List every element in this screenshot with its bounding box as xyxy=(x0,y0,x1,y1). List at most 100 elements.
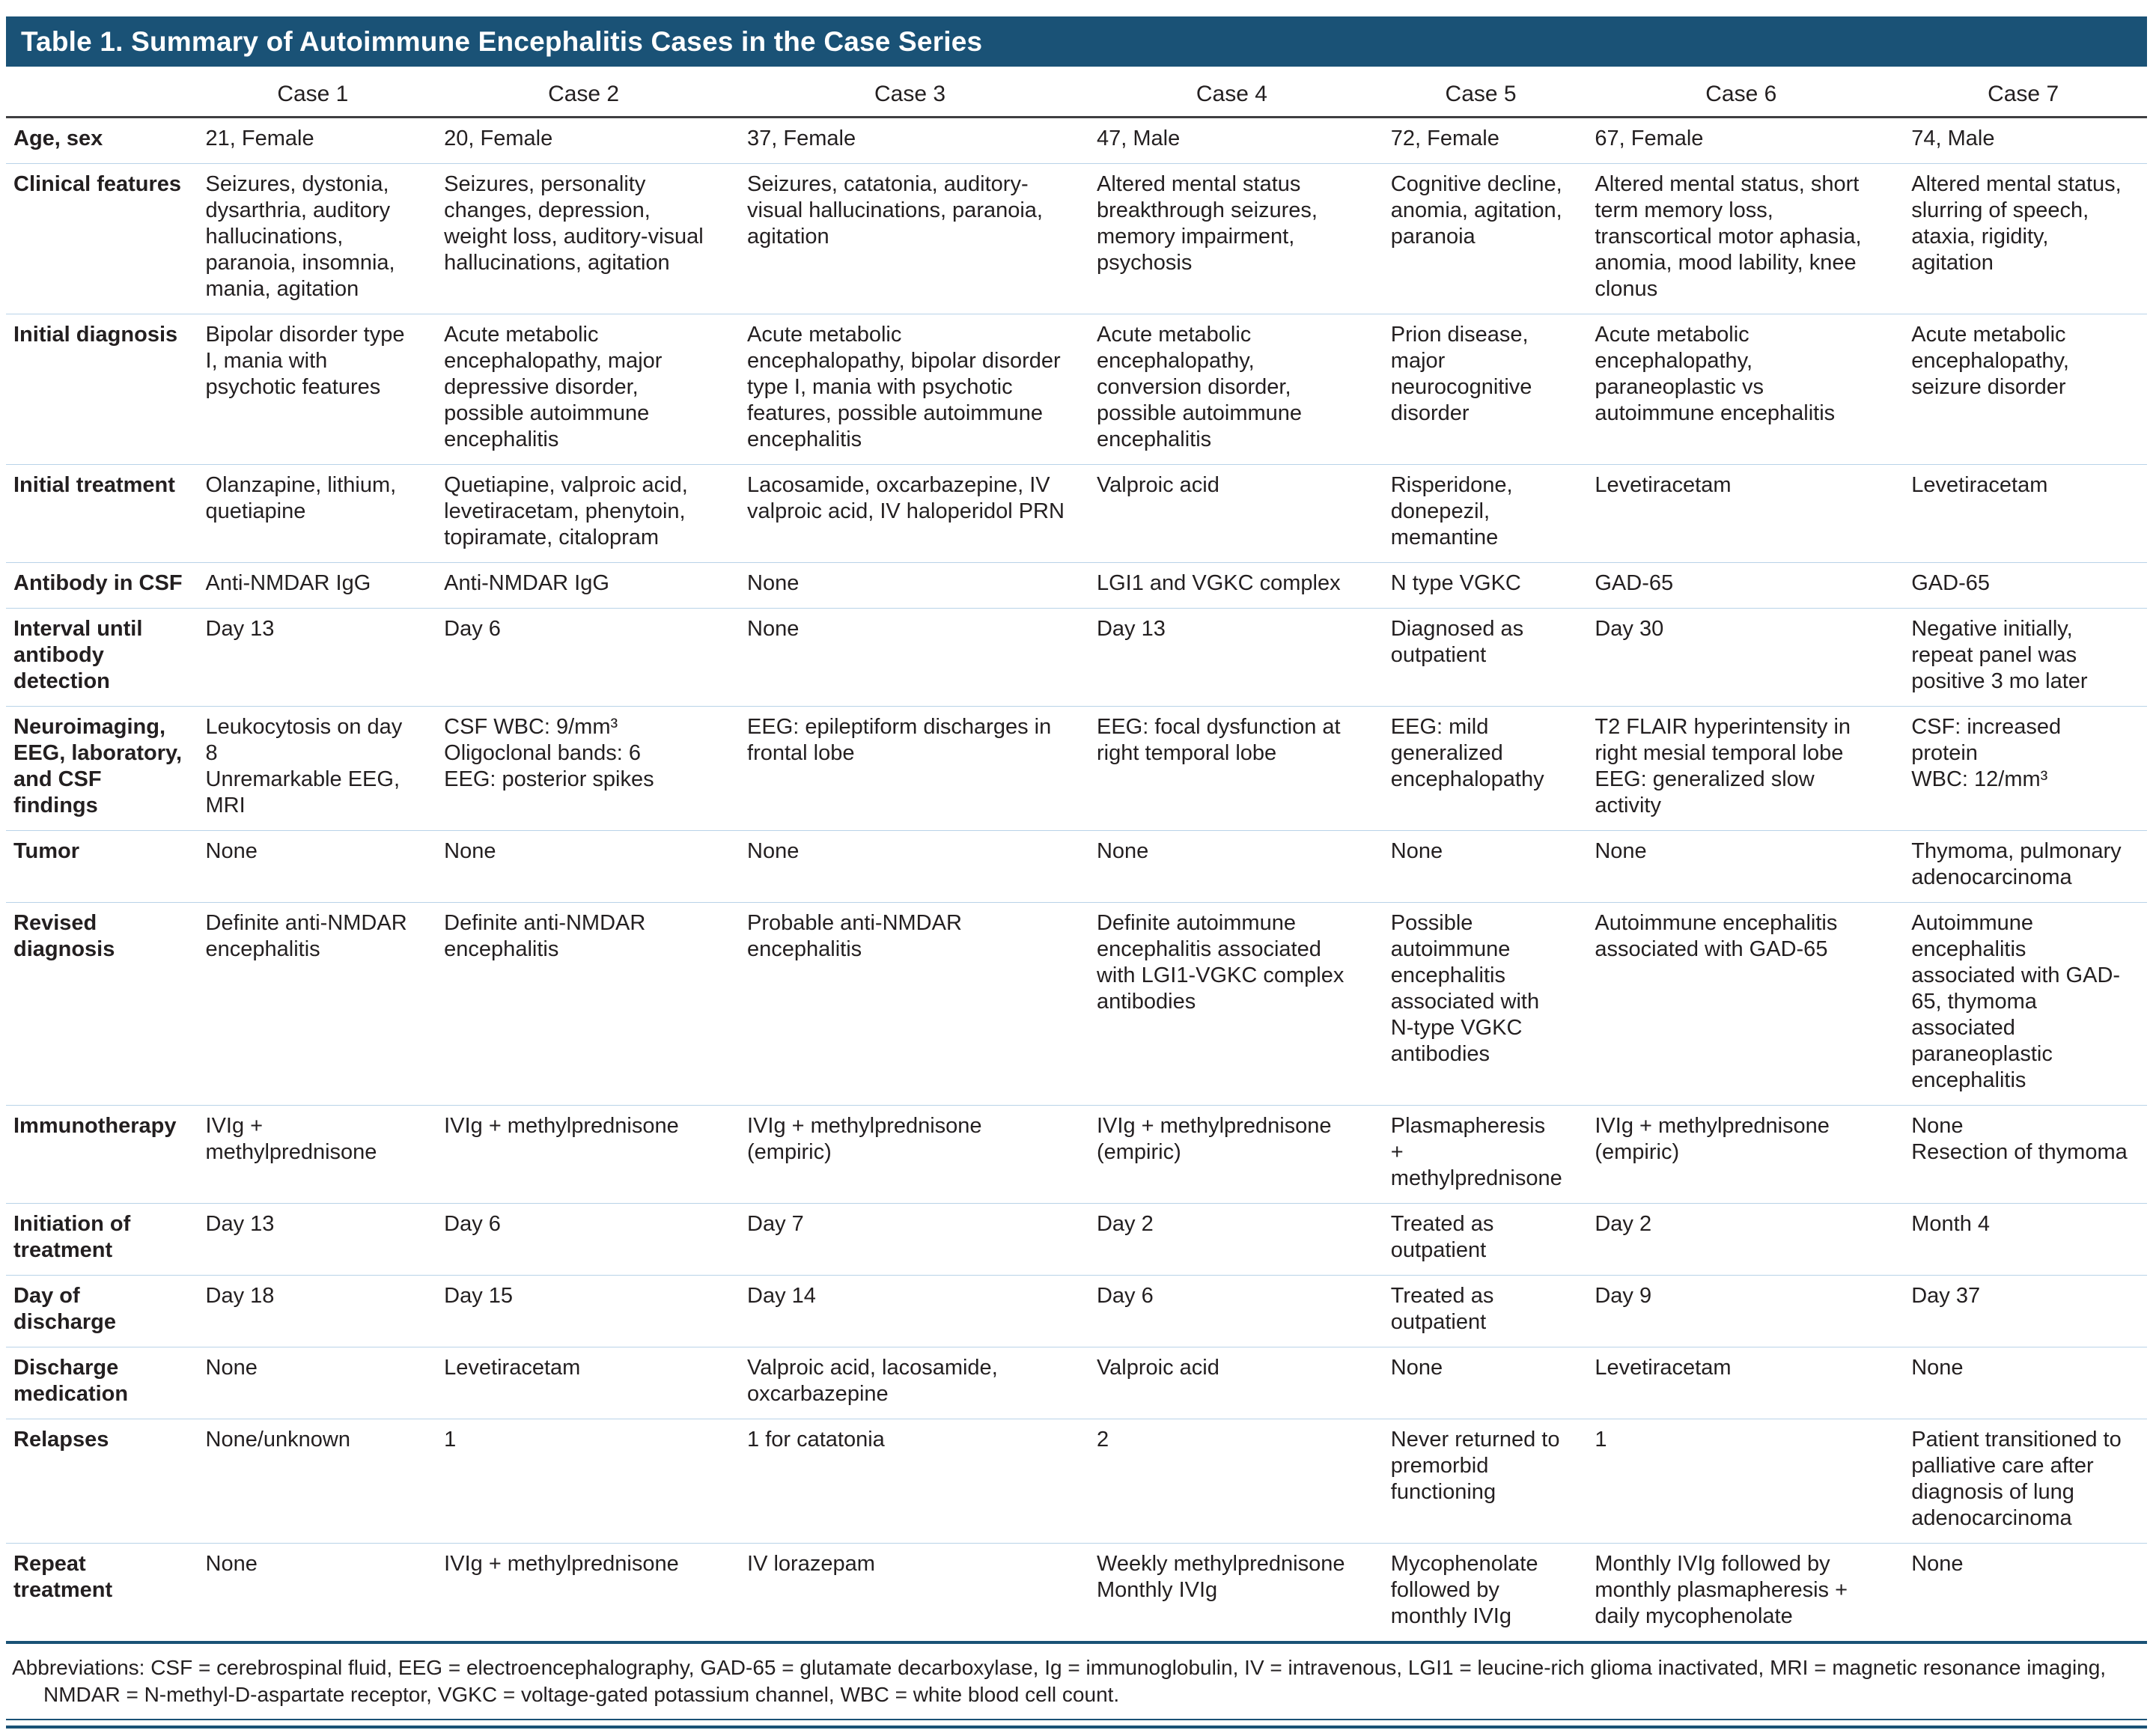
table-cell: Valproic acid, lacosamide, oxcarbazepine xyxy=(735,1347,1085,1419)
table-cell: 47, Male xyxy=(1096,127,1181,150)
row-label: Antibody in CSF xyxy=(6,562,194,609)
table-cell: Lacosamide, oxcarbazepine, IV valproic a… xyxy=(735,464,1085,563)
table-cell: Day 6 xyxy=(1084,1275,1379,1347)
header-row: Case 1 Case 2 Case 3 Case 4 Case 5 Case … xyxy=(6,67,2147,118)
table-cell: Levetiracetam xyxy=(1583,1347,1900,1419)
table-cell: Treated as outpatient xyxy=(1378,1275,1583,1347)
table-cell: EEG: focal dysfunction at right temporal… xyxy=(1084,706,1379,831)
table-row: Discharge medication None Levetiracetam Val… xyxy=(6,1347,2147,1419)
table-cell: 21, Female xyxy=(205,127,314,150)
table-cell: IVIg + methylprednisone xyxy=(432,1543,736,1642)
table-row: Revised diagnosis Definite anti-NMDAR enc… xyxy=(6,902,2147,1106)
table-cell: EEG: epileptiform discharges in frontal … xyxy=(735,706,1085,831)
table-cell: IVIg + methylprednisone xyxy=(432,1105,736,1204)
column-header-case-6: Case 6 xyxy=(1583,67,1900,118)
table-cell: None xyxy=(735,608,1085,707)
table-cell: Mycophenolate followed by monthly IVIg xyxy=(1378,1543,1583,1642)
table-cell: Altered mental status breakthrough seizu… xyxy=(1084,163,1379,314)
table-cell: Day 30 xyxy=(1583,608,1900,707)
row-label: Initial treatment xyxy=(6,464,194,563)
table-cell: Day 7 xyxy=(735,1203,1085,1276)
row-label: Age, sex xyxy=(13,127,103,150)
table-cell: CSF WBC: 9/mm³ Oligoclonal bands: 6 EEG:… xyxy=(432,706,736,831)
table-cell: Valproic acid xyxy=(1084,464,1379,563)
table-cell: Seizures, personality changes, depressio… xyxy=(432,163,736,314)
table-row: Initial diagnosis Bipolar disorder type I… xyxy=(6,314,2147,465)
table-cell: Autoimmune encephalitis associated with … xyxy=(1899,902,2147,1106)
table-cell: Probable anti-NMDAR encephalitis xyxy=(735,902,1085,1106)
row-label: Neuroimaging, EEG, laboratory, and CSF f… xyxy=(6,706,194,831)
row-label: Clinical features xyxy=(6,163,194,314)
table-cell: 74, Male xyxy=(1911,127,1995,150)
table-cell: None xyxy=(735,562,1085,609)
table-cell: EEG: mild generalized encephalopathy xyxy=(1378,706,1583,831)
table-cell: T2 FLAIR hyperintensity in right mesial … xyxy=(1583,706,1900,831)
table-cell: None Resection of thymoma xyxy=(1899,1105,2147,1204)
table-row: Tumor None None None None None None Thymoma, pu… xyxy=(6,830,2147,903)
table-cell: Month 4 xyxy=(1899,1203,2147,1276)
table-cell: Thymoma, pulmonary adenocarcinoma xyxy=(1899,830,2147,903)
table-cell: None xyxy=(1378,830,1583,903)
table-row: Initial treatment Olanzapine, lithium, qu… xyxy=(6,464,2147,563)
table-cell: None xyxy=(193,1347,433,1419)
row-label: Relapses xyxy=(6,1419,194,1544)
table-cell: Patient transitioned to palliative care … xyxy=(1899,1419,2147,1544)
table-cell: CSF: increased protein WBC: 12/mm³ xyxy=(1899,706,2147,831)
table-cell: Cognitive decline, anomia, agitation, pa… xyxy=(1378,163,1583,314)
table-cell: Day 13 xyxy=(193,608,433,707)
table-cell: IVIg + methylprednisone (empiric) xyxy=(735,1105,1085,1204)
column-header-case-3: Case 3 xyxy=(735,67,1085,118)
table-cell: IVIg + methylprednisone (empiric) xyxy=(1084,1105,1379,1204)
row-label: Interval until antibody detection xyxy=(6,608,194,707)
table-cell: Anti-NMDAR IgG xyxy=(193,562,433,609)
table-cell: None xyxy=(193,830,433,903)
table-cell: 37, Female xyxy=(747,127,856,150)
table-cell: Definite autoimmune encephalitis associa… xyxy=(1084,902,1379,1106)
table-cell: Never returned to premorbid functioning xyxy=(1378,1419,1583,1544)
table-cell: Acute metabolic encephalopathy, seizure … xyxy=(1899,314,2147,465)
table-cell: None xyxy=(1583,830,1900,903)
table-cell: 1 xyxy=(432,1419,736,1544)
case-summary-table: Case 1 Case 2 Case 3 Case 4 Case 5 Case … xyxy=(6,67,2147,1644)
table-cell: Valproic acid xyxy=(1084,1347,1379,1419)
table-title: Table 1. Summary of Autoimmune Encephali… xyxy=(21,26,983,57)
table-cell: Seizures, dystonia, dysarthria, auditory… xyxy=(193,163,433,314)
column-header-case-4: Case 4 xyxy=(1084,67,1379,118)
table-cell: GAD-65 xyxy=(1899,562,2147,609)
table-cell: N type VGKC xyxy=(1378,562,1583,609)
table-cell: Levetiracetam xyxy=(432,1347,736,1419)
table-cell: 1 xyxy=(1583,1419,1900,1544)
table-cell: 1 for catatonia xyxy=(735,1419,1085,1544)
table-cell: Possible autoimmune encephalitis associa… xyxy=(1378,902,1583,1106)
table-cell: LGI1 and VGKC complex xyxy=(1084,562,1379,609)
table-cell: Day 14 xyxy=(735,1275,1085,1347)
table-cell: 2 xyxy=(1084,1419,1379,1544)
table-cell: Weekly methylprednisone Monthly IVIg xyxy=(1084,1543,1379,1642)
table-row: Immunotherapy IVIg + methylprednisone IVIg… xyxy=(6,1105,2147,1204)
table-cell: 67, Female xyxy=(1595,127,1704,150)
row-label: Discharge medication xyxy=(6,1347,194,1419)
table-cell: Acute metabolic encephalopathy, major de… xyxy=(432,314,736,465)
table-cell: Leukocytosis on day 8 Unremarkable EEG, … xyxy=(193,706,433,831)
row-label: Immunotherapy xyxy=(6,1105,194,1204)
table-cell: Treated as outpatient xyxy=(1378,1203,1583,1276)
table-cell: Day 2 xyxy=(1583,1203,1900,1276)
table-row: Age, sex 21, Female 20, Female 37, Female 47… xyxy=(6,118,2147,164)
row-label: Revised diagnosis xyxy=(6,902,194,1106)
table-cell: Day 13 xyxy=(1084,608,1379,707)
table-body: Age, sex 21, Female 20, Female 37, Female 47… xyxy=(6,118,2147,1642)
row-label: Tumor xyxy=(6,830,194,903)
table-row: Clinical features Seizures, dystonia, dys… xyxy=(6,163,2147,314)
table-cell: Definite anti-NMDAR encephalitis xyxy=(193,902,433,1106)
table-cell: Day 13 xyxy=(193,1203,433,1276)
table-cell: Bipolar disorder type I, mania with psyc… xyxy=(193,314,433,465)
bottom-rule xyxy=(6,1719,2147,1729)
row-label: Day of discharge xyxy=(6,1275,194,1347)
table-cell: Day 18 xyxy=(193,1275,433,1347)
table-cell: IVIg + methylprednisone (empiric) xyxy=(1583,1105,1900,1204)
table-cell: Olanzapine, lithium, quetiapine xyxy=(193,464,433,563)
table-cell: None xyxy=(1084,830,1379,903)
table-cell: IVIg + methylprednisone xyxy=(193,1105,433,1204)
